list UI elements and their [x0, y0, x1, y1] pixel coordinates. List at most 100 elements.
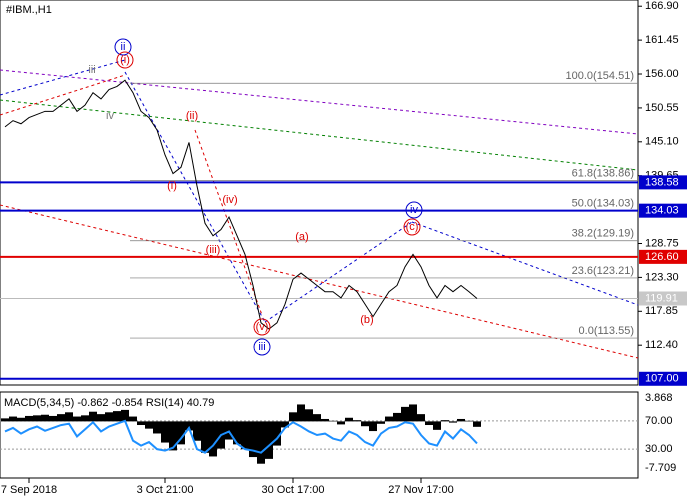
macd-bar [321, 418, 329, 422]
fib-label: 61.8(138.86) [572, 168, 634, 180]
macd-bar [65, 412, 73, 422]
macd-bar [377, 421, 385, 424]
trend-line [0, 74, 126, 116]
y-tick-label: 128.75 [645, 237, 679, 249]
macd-bar [129, 416, 137, 422]
current-price-label: 119.91 [645, 292, 678, 304]
fib-label: 38.2(129.19) [572, 228, 634, 240]
macd-bar [193, 421, 201, 441]
wave-label: iii [258, 341, 265, 353]
fib-label: 100.0(154.51) [566, 70, 635, 82]
price-level-label: 107.00 [645, 373, 679, 385]
macd-bar [33, 415, 41, 422]
y-tick-label: 145.10 [645, 136, 679, 148]
y-tick-label: 161.45 [645, 34, 679, 46]
macd-bar [25, 415, 33, 422]
macd-bar [337, 421, 345, 425]
price-level-label: 138.58 [645, 176, 679, 188]
wave-label: (c) [406, 221, 419, 233]
macd-bar [401, 406, 409, 422]
wave-circle [114, 38, 132, 56]
macd-bar [105, 412, 113, 422]
macd-bar [89, 411, 97, 422]
y-tick-label: 3.868 [645, 392, 673, 404]
macd-bar [425, 421, 433, 426]
wave-circle [253, 338, 271, 356]
y-tick-label: 117.85 [645, 305, 678, 317]
macd-bar [361, 421, 369, 427]
macd-bar [241, 421, 249, 450]
wave-label: iv [410, 204, 418, 216]
price-level-box [639, 175, 687, 190]
wave-label: (a) [295, 231, 308, 243]
macd-bar [465, 420, 473, 422]
x-tick-label: 27 Nov 17:00 [388, 484, 453, 496]
macd-bar [417, 414, 425, 422]
macd-bar [161, 421, 169, 443]
y-tick-label: 156.00 [645, 68, 679, 80]
macd-bar [385, 416, 393, 422]
wave-label: (iv) [222, 194, 237, 206]
wave-label: (ii) [186, 110, 198, 122]
macd-bar [73, 416, 81, 422]
trend-line [411, 221, 639, 306]
macd-bar [153, 421, 161, 434]
macd-bar [473, 421, 481, 427]
y-tick-label: 112.40 [645, 339, 678, 351]
macd-bar [369, 421, 377, 432]
indicator-header: MACD(5,34,5) -0.862 -0.854 RSI(14) 40.79 [4, 397, 214, 409]
trend-line [194, 129, 263, 316]
current-price-box [639, 291, 687, 306]
macd-bar [281, 421, 289, 428]
wave-circle [403, 218, 421, 236]
macd-bar [305, 409, 313, 422]
macd-bar [297, 404, 305, 422]
price-line [4, 79, 478, 330]
trend-line [0, 59, 126, 96]
wave-circle [253, 318, 271, 336]
macd-bar [201, 421, 209, 453]
wave-label: (b) [360, 314, 373, 326]
price-level-label: 134.03 [645, 205, 679, 217]
indicator-frame [0, 391, 639, 479]
trend-line [0, 99, 639, 171]
macd-bar [169, 421, 177, 451]
macd-bar [185, 421, 193, 431]
wave-label: (v) [256, 321, 269, 333]
wave-label: iv [106, 110, 114, 122]
macd-bar [345, 417, 353, 422]
trend-line [0, 204, 639, 359]
main-frame [0, 0, 639, 386]
macd-bar [1, 418, 9, 422]
wave-label: ii [121, 41, 126, 53]
y-tick-label: 150.55 [645, 102, 679, 114]
trend-line [0, 69, 639, 135]
fib-label: 23.6(123.21) [572, 265, 634, 277]
wave-label: (iii) [206, 244, 221, 256]
macd-bar [289, 412, 297, 422]
macd-bar [209, 421, 217, 457]
x-tick-label: 3 Oct 21:00 [137, 484, 194, 496]
x-tick-label: 30 Oct 17:00 [262, 484, 325, 496]
macd-bar [233, 421, 241, 445]
price-level-label: 126.60 [645, 251, 679, 263]
fib-label: 0.0(113.55) [579, 325, 634, 337]
macd-bar [57, 414, 65, 422]
wave-circle [116, 51, 134, 69]
macd-bar [145, 421, 153, 429]
macd-bar [249, 421, 257, 458]
wave-label: (i) [120, 54, 130, 66]
rsi-line [4, 419, 478, 454]
y-tick-label: -7.709 [645, 462, 676, 474]
macd-bar [313, 414, 321, 422]
macd-bar [449, 421, 457, 423]
trend-line [264, 221, 413, 323]
macd-bar [265, 421, 273, 459]
wave-label: (i) [167, 180, 177, 192]
chart-title: #IBM.,H1 [6, 4, 52, 16]
macd-bar [441, 420, 449, 422]
macd-bar [137, 421, 145, 426]
y-tick-label: 123.30 [645, 271, 679, 283]
price-level-box [639, 371, 687, 386]
